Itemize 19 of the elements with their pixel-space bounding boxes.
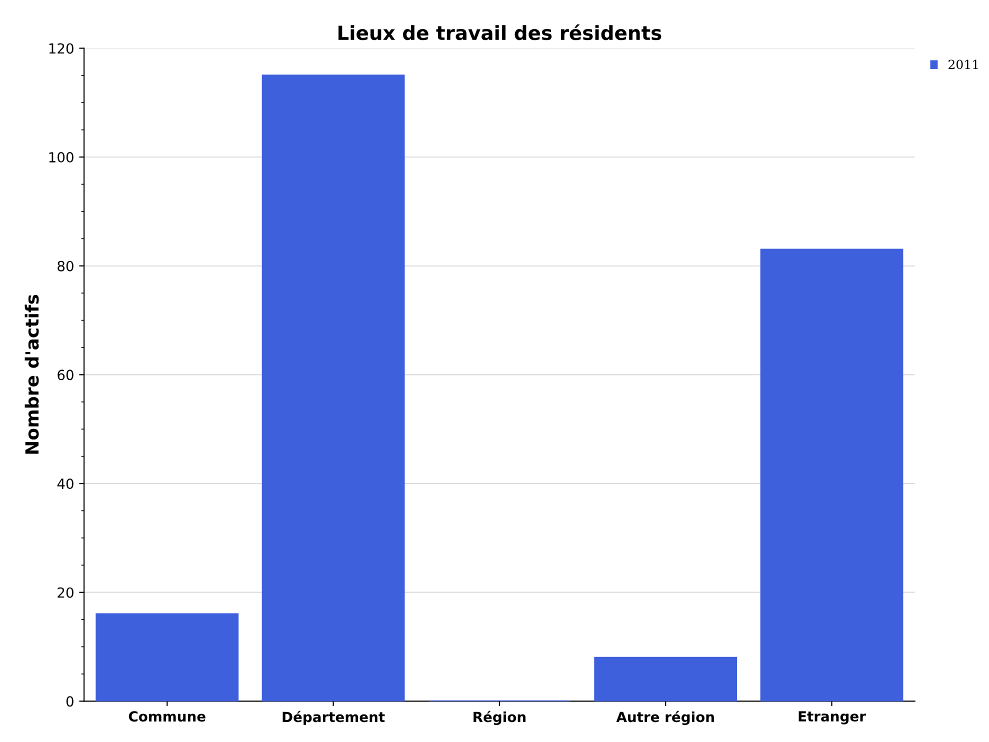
y-tick-label: 0 <box>66 696 74 707</box>
y-tick-label: 100 <box>49 152 74 163</box>
y-tick-label: 20 <box>58 587 74 598</box>
x-tick-label: Commune <box>128 711 206 722</box>
x-tick-label: Région <box>474 710 526 726</box>
legend-label: 2011 <box>948 60 978 70</box>
bar <box>96 613 239 702</box>
y-axis-title: Nombre d'actifs <box>24 294 39 454</box>
y-tick-label: 60 <box>58 370 74 380</box>
x-tick-label: Autre région <box>616 710 714 726</box>
chart-title: Lieux de travail des résidents <box>338 24 662 40</box>
y-tick-label: 80 <box>58 260 74 272</box>
y-tick-label: 40 <box>57 478 74 490</box>
bar <box>262 74 405 702</box>
x-tick-label: Département <box>282 710 385 725</box>
bar <box>594 656 738 702</box>
bar <box>760 248 904 702</box>
x-tick-label: Etranger <box>798 711 866 724</box>
y-tick-label: 120 <box>49 43 74 54</box>
